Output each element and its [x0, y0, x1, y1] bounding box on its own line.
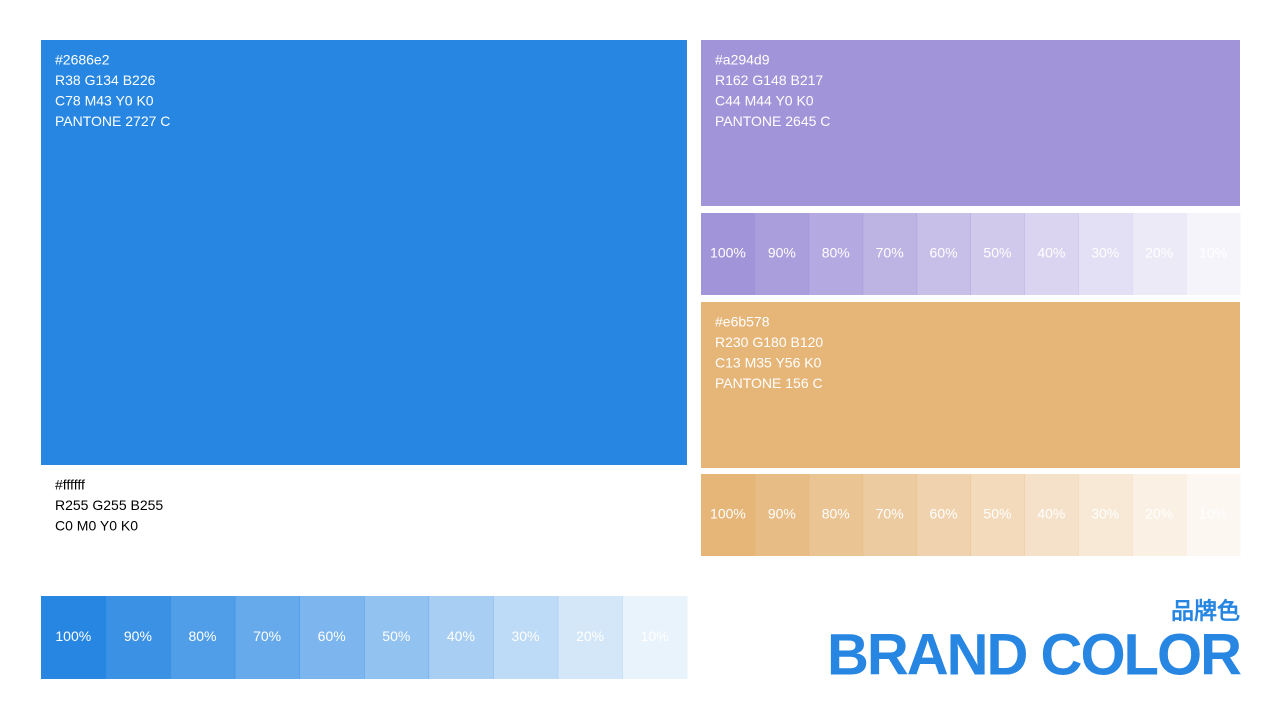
tint-swatch [234, 596, 300, 679]
title-zh: 品牌色 [1171, 598, 1240, 625]
tint-swatch [41, 596, 107, 679]
tint-label: 20% [576, 628, 604, 644]
tint-swatch [701, 213, 756, 295]
tint-label: 70% [253, 628, 281, 644]
color-block [701, 302, 1240, 468]
tint-label: 10% [1199, 506, 1227, 522]
tint-label: 80% [188, 628, 216, 644]
tint-label: 40% [447, 628, 475, 644]
color-cmyk: C0 M0 Y0 K0 [55, 518, 138, 534]
tint-swatch [1024, 213, 1079, 295]
tint-swatch [105, 596, 171, 679]
tint-label: 30% [511, 628, 539, 644]
color-block [41, 465, 687, 575]
tint-label: 50% [983, 506, 1011, 522]
tint-swatch [1078, 474, 1133, 556]
tint-swatch [862, 213, 918, 295]
tint-label: 80% [822, 506, 850, 522]
tint-swatch [364, 596, 430, 679]
tint-label: 60% [930, 506, 958, 522]
tint-label: 30% [1091, 506, 1119, 522]
tint-swatch [1132, 474, 1187, 556]
tint-swatch [808, 474, 864, 556]
color-cmyk: C78 M43 Y0 K0 [55, 93, 154, 109]
tint-label: 30% [1091, 245, 1119, 261]
tint-swatch [557, 596, 623, 679]
color-block [701, 40, 1240, 206]
tint-label: 10% [641, 628, 669, 644]
tint-swatch [622, 596, 688, 679]
title-en: BRAND COLOR [827, 622, 1241, 687]
tint-swatch [1132, 213, 1187, 295]
color-hex: #ffffff [55, 477, 85, 493]
tint-swatch [1186, 213, 1241, 295]
tint-label: 90% [124, 628, 152, 644]
tint-label: 70% [876, 245, 904, 261]
tint-label: 60% [930, 245, 958, 261]
tint-label: 100% [710, 245, 746, 261]
tint-swatch [701, 474, 756, 556]
tint-swatch [916, 474, 971, 556]
tint-label: 20% [1145, 506, 1173, 522]
color-hex: #a294d9 [715, 52, 770, 68]
tint-label: 60% [318, 628, 346, 644]
color-cmyk: C13 M35 Y56 K0 [715, 355, 822, 371]
tint-label: 90% [768, 506, 796, 522]
tint-swatch [808, 213, 864, 295]
color-rgb: R255 G255 B255 [55, 497, 163, 513]
tint-label: 70% [876, 506, 904, 522]
color-hex: #e6b578 [715, 314, 770, 330]
tint-swatch [1024, 474, 1079, 556]
color-rgb: R38 G134 B226 [55, 72, 156, 88]
color-pantone: PANTONE 2645 C [715, 113, 830, 129]
tint-label: 90% [768, 245, 796, 261]
color-block [41, 40, 687, 468]
tint-label: 100% [710, 506, 746, 522]
tint-swatch [428, 596, 494, 679]
tint-swatch [170, 596, 236, 679]
color-pantone: PANTONE 156 C [715, 375, 823, 391]
tint-swatch [916, 213, 971, 295]
color-pantone: PANTONE 2727 C [55, 113, 170, 129]
color-hex: #2686e2 [55, 52, 110, 68]
color-cmyk: C44 M44 Y0 K0 [715, 93, 814, 109]
tint-label: 40% [1037, 245, 1065, 261]
tint-label: 100% [55, 628, 91, 644]
tint-label: 80% [822, 245, 850, 261]
tint-swatch [493, 596, 559, 679]
tint-label: 10% [1199, 245, 1227, 261]
tint-swatch [970, 474, 1025, 556]
tint-swatch [1186, 474, 1241, 556]
tint-swatch [1078, 213, 1133, 295]
tint-swatch [754, 474, 810, 556]
tint-swatch [862, 474, 918, 556]
tint-swatch [299, 596, 365, 679]
tint-swatch [970, 213, 1025, 295]
color-rgb: R230 G180 B120 [715, 334, 823, 350]
tint-swatch [754, 213, 810, 295]
tint-label: 50% [382, 628, 410, 644]
tint-label: 40% [1037, 506, 1065, 522]
color-rgb: R162 G148 B217 [715, 72, 823, 88]
tint-label: 20% [1145, 245, 1173, 261]
tint-label: 50% [983, 245, 1011, 261]
